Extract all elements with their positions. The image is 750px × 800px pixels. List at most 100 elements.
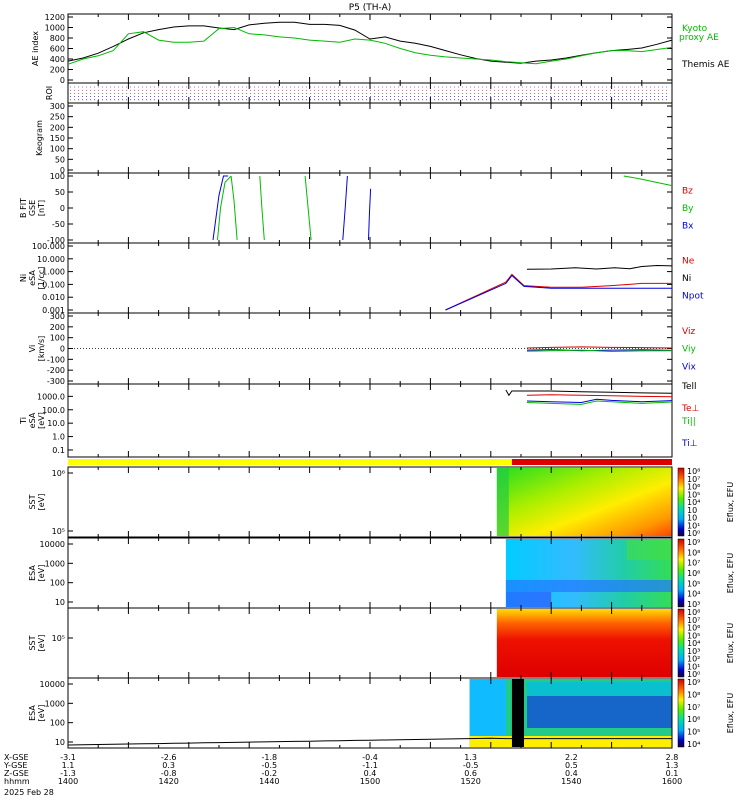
- keogram-ylabel: Keogram: [35, 120, 44, 156]
- sst_e-ytick-label: 10⁵: [52, 527, 65, 536]
- vi-ylabel-line: [km/s]: [37, 336, 46, 362]
- keogram-ytick-label: 100: [50, 145, 65, 154]
- date-label: 2025 Feb 28: [4, 788, 54, 797]
- ae-ytick-label: 400: [50, 55, 65, 64]
- ae-ytick-label: 200: [50, 66, 65, 75]
- time-tick-label: 1520: [460, 777, 480, 786]
- vi-legend-item: Viy: [682, 345, 696, 355]
- sst_e-ylabel-line: SST: [28, 494, 37, 509]
- vi-ytick-label: -300: [47, 377, 65, 386]
- bfit-ylabel-line: B FIT: [19, 198, 28, 218]
- sst_i-ylabel: SST [eV]: [28, 635, 46, 652]
- time-tick-label: 1440: [259, 777, 279, 786]
- ae-ytick-label: 800: [50, 34, 65, 43]
- row-label-hhmm: hhmm: [4, 777, 30, 786]
- keogram-ytick-label: 300: [50, 102, 65, 111]
- esa_e-colorbar-label-text: Eflux, EFU: [726, 553, 735, 594]
- ae-ytick-label: 1000: [45, 24, 65, 33]
- esa-e-low-band: [506, 592, 551, 607]
- esa_e-colorbar-tick: 10⁵: [687, 579, 700, 588]
- time-tick-label: 1500: [360, 777, 380, 786]
- esa_i-colorbar-tick: 10⁸: [687, 690, 700, 699]
- esa_e-colorbar-tick: 10⁶: [687, 569, 700, 578]
- sst_e-colorbar-label-text: Eflux, EFU: [726, 482, 735, 523]
- esa_e-colorbar-tick: 10⁴: [687, 590, 700, 599]
- sst_i-ylabel-line: SST: [28, 635, 37, 650]
- esa_i-ytick-label: 1000: [45, 699, 65, 708]
- keogram-ytick-label: 150: [50, 134, 65, 143]
- bfit-ylabel: B FIT GSE [nT]: [19, 198, 46, 218]
- ni-ytick-label: 0.010: [42, 293, 65, 302]
- esa_i-colorbar-tick: 10⁷: [687, 703, 700, 712]
- ae-ytick-label: 1200: [45, 13, 65, 22]
- bfit-legend-item: By: [682, 204, 694, 214]
- keogram-ytick-label: 200: [50, 123, 65, 132]
- ae-ylabel: AE index: [31, 31, 40, 66]
- esa_e-ytick-label: 10: [55, 598, 65, 607]
- esa_i-ylabel-line: [eV]: [37, 705, 46, 722]
- sst-e-onset: [497, 468, 509, 536]
- sst-e-spectrogram: [497, 468, 672, 536]
- esa-e-high-band: [627, 540, 672, 560]
- keogram-ytick-label: 50: [55, 155, 65, 164]
- esa_i-ytick-label: 10: [55, 738, 65, 747]
- roi-ylabel-text: ROI: [45, 86, 54, 100]
- ni-ylabel-line: [1/cc]: [37, 267, 46, 290]
- bfit-ytick-label: 100: [50, 172, 65, 181]
- vi-ytick-label: -200: [47, 366, 65, 375]
- esa_i-colorbar-label: Eflux, EFU: [726, 693, 735, 734]
- esa-i-gap: [512, 679, 524, 747]
- ni-ytick-label: 10.000: [37, 255, 65, 264]
- ti-ylabel-line: eSA: [28, 412, 37, 428]
- ti-ytick-label: 1.0: [52, 433, 65, 442]
- esa_i-colorbar: [678, 679, 684, 747]
- sst_e-ylabel: SST [eV]: [28, 494, 46, 511]
- ni-ytick-label: 100.000: [32, 242, 65, 251]
- ti-ylabel-line: [eV]: [37, 412, 46, 429]
- vi-legend-item: Viz: [682, 327, 695, 337]
- sst_i-ylabel-line: [eV]: [37, 635, 46, 652]
- ti-legend-item: Ti⊥: [681, 439, 698, 449]
- time-tick-label: 1400: [58, 777, 78, 786]
- bfit-ytick-label: 50: [55, 188, 65, 197]
- vi-ylabel-line: Vi: [28, 345, 37, 353]
- ae-ytick-label: 0: [60, 76, 65, 85]
- mode-bar-segment: [68, 459, 512, 465]
- bfit-ylabel-line: GSE: [28, 200, 37, 216]
- time-tick-label: 1540: [561, 777, 581, 786]
- bfit-legend-item: Bz: [682, 187, 693, 197]
- sst_i-colorbar-label-text: Eflux, EFU: [726, 623, 735, 664]
- esa_i-ylabel: ESA [eV]: [28, 705, 46, 722]
- esa_e-ylabel: ESA [eV]: [28, 565, 46, 582]
- sst_i-colorbar: [678, 609, 684, 677]
- keogram-ylabel-text: Keogram: [35, 120, 44, 156]
- esa_i-colorbar-tick: 10⁹: [687, 678, 700, 687]
- esa_i-colorbar-tick: 10⁴: [687, 740, 700, 749]
- esa_i-ylabel-line: ESA: [28, 705, 37, 721]
- esa_e-ylabel-line: [eV]: [37, 565, 46, 582]
- ni-legend-item: Ne: [682, 257, 695, 267]
- esa_e-ytick-label: 1000: [45, 559, 65, 568]
- esa_e-colorbar-tick: 10⁷: [687, 559, 700, 568]
- ae-ylabel-text: AE index: [31, 31, 40, 66]
- esa-e-band: [506, 580, 672, 592]
- bfit-legend-item: Bx: [682, 222, 694, 232]
- esa_e-ytick-label: 10000: [40, 540, 65, 549]
- bfit-ytick-label: -50: [52, 220, 65, 229]
- esa_i-colorbar-tick: 10⁵: [687, 728, 700, 737]
- bfit-ylabel-line: [nT]: [37, 200, 46, 216]
- esa_e-colorbar-tick: 10⁸: [687, 548, 700, 557]
- plot-title: P5 (TH-A): [349, 3, 392, 13]
- time-tick-label: 1600: [662, 777, 682, 786]
- ni-ylabel-line: eSA: [28, 270, 37, 286]
- ni-legend-item: Npot: [682, 292, 704, 302]
- sst_e-ytick-label: 10⁶: [52, 469, 65, 478]
- esa-i-core: [527, 696, 672, 728]
- ti-legend-item: Ti||: [681, 417, 696, 427]
- ti-ytick-label: 10.0: [47, 419, 65, 428]
- vi-ytick-label: 300: [50, 312, 65, 321]
- ae-ytick-label: 600: [50, 45, 65, 54]
- roi-ylabel: ROI: [45, 86, 54, 100]
- ti-ylabel-line: Ti: [19, 417, 28, 425]
